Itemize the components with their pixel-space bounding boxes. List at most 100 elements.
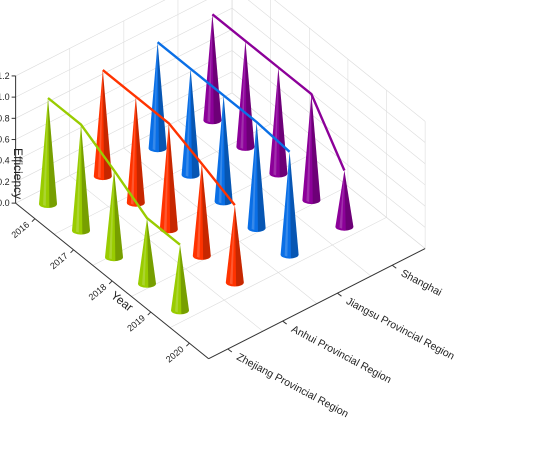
cone-shade <box>234 205 244 287</box>
cone-mark <box>93 70 112 181</box>
cone-highlight <box>43 98 48 206</box>
year-tick <box>186 342 190 347</box>
cone-mark <box>335 170 354 231</box>
cone-highlight <box>175 244 180 313</box>
wall-gridline <box>231 71 426 228</box>
cone-body <box>181 68 200 179</box>
cone-mark <box>39 98 57 208</box>
cone-mark <box>247 122 266 232</box>
region-tick <box>391 264 397 269</box>
cone-body <box>39 98 57 208</box>
floor-gridline <box>123 147 318 304</box>
cone-highlight <box>240 40 246 149</box>
series-line <box>102 69 236 206</box>
cone-mark <box>225 205 244 287</box>
cone-shade <box>114 170 123 261</box>
cone-mark <box>72 124 90 235</box>
wall-gridline <box>247 0 426 143</box>
y-tick-label: 0.0 <box>0 198 10 208</box>
year-tick <box>31 218 36 223</box>
cone-shade <box>311 94 321 204</box>
cone-body <box>159 123 178 234</box>
y-tick-labels: 0.0 0.2 0.4 0.6 0.8 1.0 1.2 <box>0 71 16 208</box>
region-axis-line <box>208 248 426 360</box>
cone-highlight <box>130 96 136 205</box>
cone-shade <box>190 68 200 179</box>
wall-gridline <box>231 50 426 207</box>
region-tick <box>282 320 287 325</box>
y-tick-label: 0.2 <box>0 177 10 187</box>
cone-body <box>225 205 244 287</box>
cone-body <box>148 42 167 153</box>
cone-shade <box>344 170 354 231</box>
cone-shade <box>223 95 233 206</box>
region-tick <box>227 348 233 353</box>
series-line <box>211 13 346 171</box>
cone-body <box>335 170 354 231</box>
year-tick-label: 2020 <box>164 344 186 365</box>
cone-highlight <box>207 14 213 123</box>
year-tick-label: 2017 <box>48 251 70 272</box>
cone-body <box>126 96 145 207</box>
year-tick <box>108 280 113 285</box>
cone-body <box>192 163 211 260</box>
cone-shade <box>201 163 211 260</box>
cone-shade <box>245 40 255 151</box>
x-axis-label: Year <box>108 288 136 314</box>
wall-gridline <box>274 0 426 122</box>
y-tick-label: 0.6 <box>0 135 10 145</box>
cone-body <box>72 124 90 235</box>
cone-mark <box>214 95 233 206</box>
cone-body <box>302 94 321 205</box>
cone-body <box>105 170 123 262</box>
cone-shade <box>278 67 288 178</box>
cone-highlight <box>163 123 169 232</box>
cone-highlight <box>339 170 345 229</box>
cone-mark <box>236 40 255 151</box>
cone-shade <box>256 122 266 232</box>
region-tick-label: Zhejiang Provincial Region <box>234 351 350 420</box>
wall-gridline <box>231 92 426 249</box>
cone-shade <box>289 151 299 259</box>
cone-shade <box>180 244 189 315</box>
cone-highlight <box>284 151 290 257</box>
cone-mark <box>280 151 299 259</box>
cone-body <box>203 14 222 125</box>
region-tick <box>337 292 342 297</box>
cone-highlight <box>152 42 158 151</box>
cone-body <box>247 122 266 232</box>
cone-highlight <box>306 94 312 203</box>
cone-highlight <box>76 124 81 233</box>
floor-gridline <box>177 120 372 277</box>
y-tick-label: 0.4 <box>0 156 10 166</box>
cone-mark <box>159 123 178 234</box>
series-lines <box>47 13 346 246</box>
cone-highlight <box>273 67 279 176</box>
y-tick-label: 1.2 <box>0 71 10 81</box>
cone-shade <box>135 96 145 207</box>
cone-mark <box>148 42 167 153</box>
cone-body <box>93 70 112 181</box>
cone-mark <box>192 163 211 260</box>
cone-highlight <box>196 163 202 258</box>
region-tick-label: Anhui Provincial Region <box>289 323 393 386</box>
y-tick-label: 1.0 <box>0 92 10 102</box>
region-tick-label: Jiangsu Provincial Region <box>344 295 456 362</box>
cone-shade <box>168 123 178 234</box>
cone-mark <box>105 170 123 262</box>
series-line <box>156 41 291 153</box>
cone-mark <box>171 244 189 315</box>
cone-highlight <box>229 205 235 285</box>
year-tick-labels: 2016 2017 2018 2019 2020 <box>9 218 190 365</box>
cone-shade <box>147 218 156 288</box>
cone-mark <box>138 218 156 288</box>
cone-shade <box>102 70 112 180</box>
cone-shade <box>157 42 167 153</box>
cone-shade <box>212 14 222 125</box>
cone-mark <box>302 94 321 205</box>
cone-body <box>269 67 288 178</box>
cone-body <box>280 151 299 259</box>
year-tick-label: 2019 <box>125 313 147 334</box>
